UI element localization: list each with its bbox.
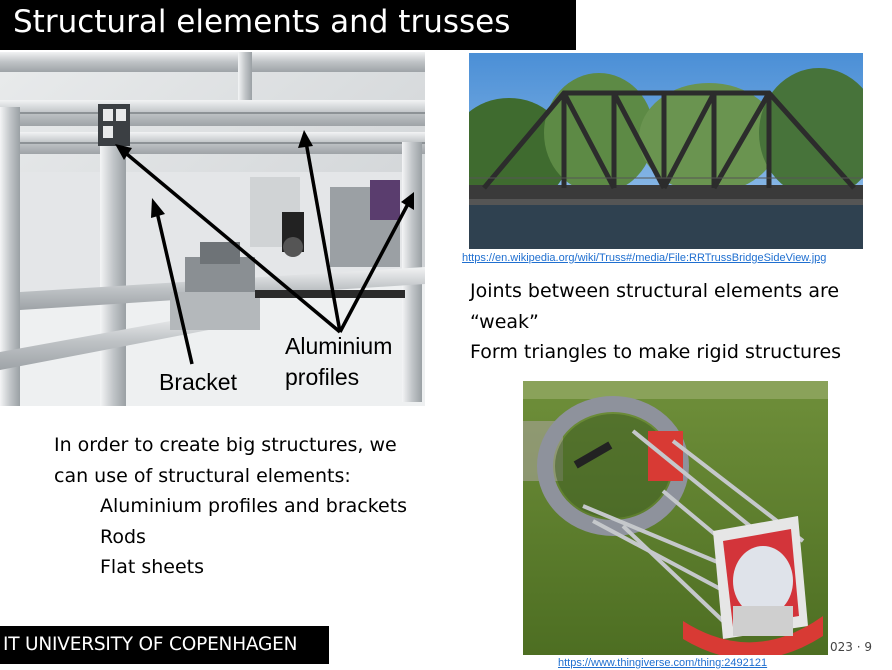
telescope-source-link[interactable]: https://www.thingiverse.com/thing:249212… (558, 657, 768, 669)
point-joints-line2: “weak” (470, 310, 539, 333)
truss-bridge-photo (469, 53, 863, 249)
intro-line1: In order to create big structures, we (54, 434, 397, 456)
machine-frame-photo: Bracket Aluminium profiles (0, 52, 425, 406)
intro-line2: can use of structural elements: (54, 464, 351, 487)
aluminium-label-line1: Aluminium (285, 333, 393, 359)
itu-logo: IT UNIVERSITY OF COPENHAGEN (0, 626, 329, 664)
body-text: In order to create big structures, we ca… (54, 430, 454, 583)
bridge-source-link[interactable]: https://en.wikipedia.org/wiki/Truss#/med… (462, 252, 827, 264)
bracket-label: Bracket (159, 369, 237, 395)
point-triangles: Form triangles to make rigid structures (470, 341, 842, 363)
aluminium-label-line2: profiles (285, 364, 360, 390)
item-rods: Rods (100, 525, 146, 548)
point-joints-line1: Joints between structural elements are (470, 280, 840, 302)
item-aluminium: Aluminium profiles and brackets (100, 495, 408, 517)
truss-telescope-photo (523, 381, 828, 655)
page-number: 023 · 9 (830, 640, 872, 654)
truss-points: Joints between structural elements are “… (470, 276, 890, 368)
slide-title: Structural elements and trusses (0, 0, 576, 50)
item-flat-sheets: Flat sheets (100, 556, 205, 578)
